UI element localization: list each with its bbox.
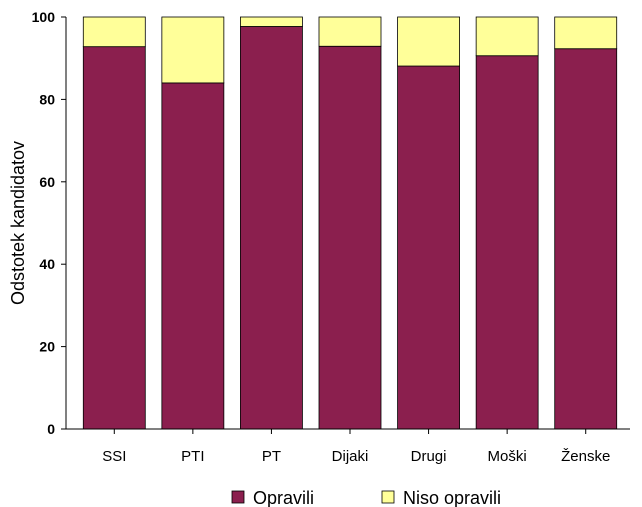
y-tick-label: 20 [39,339,55,355]
legend-swatch-failed [381,490,395,504]
x-tick-label: SSI [102,448,126,465]
x-tick-label: Drugi [411,448,447,465]
legend-label-passed: Opravili [253,488,314,507]
y-tick-label: 100 [32,9,56,25]
bar-failed-2 [240,16,303,27]
x-tick-label: PT [262,448,281,465]
x-tick-label: PTI [181,448,204,465]
bar-passed-1 [161,82,225,430]
x-tick-label: Dijaki [332,448,369,465]
legend-swatch-passed [231,490,245,504]
x-ticks-group: SSI PTI PT Dijaki Drugi Moški Ženske [102,429,610,465]
bar-failed-5 [475,16,539,57]
y-tick-label: 0 [47,421,55,437]
bar-passed-4 [397,65,460,430]
bar-passed-0 [82,46,146,430]
legend: Opravili Niso opravili [231,488,501,507]
bar-passed-5 [475,55,539,430]
bar-passed-3 [318,45,382,430]
y-ticks-group: 0 20 40 60 80 100 [32,9,66,437]
bar-failed-3 [318,16,382,47]
bar-failed-1 [161,16,225,84]
legend-label-failed: Niso opravili [403,488,501,507]
bars-group [82,16,618,430]
x-tick-label: Ženske [561,448,610,465]
y-tick-label: 40 [39,256,55,272]
y-axis-label: Odstotek kandidatov [8,141,28,305]
bar-failed-0 [82,16,146,48]
y-tick-label: 80 [39,91,55,107]
x-tick-label: Moški [488,448,527,465]
bar-failed-6 [554,16,618,50]
axes-group [65,17,630,430]
bar-passed-6 [554,48,618,430]
y-tick-label: 60 [39,174,55,190]
bar-passed-2 [240,26,303,430]
bar-failed-4 [397,16,460,67]
